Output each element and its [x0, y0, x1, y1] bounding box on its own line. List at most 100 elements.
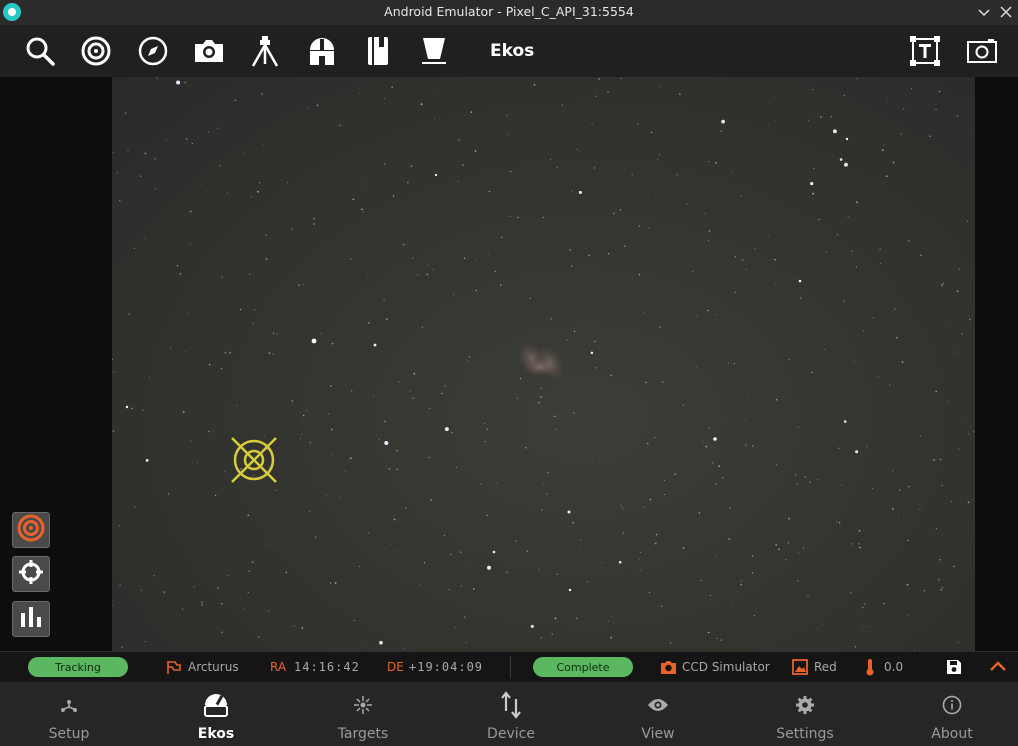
center-crosshair-button[interactable]: [12, 556, 50, 592]
focus-target-button[interactable]: [12, 512, 50, 548]
star: [362, 183, 364, 185]
star: [942, 282, 944, 285]
nav-item-view[interactable]: View: [585, 682, 731, 746]
target-icon[interactable]: [78, 33, 114, 69]
star: [854, 646, 857, 648]
device-arrows-icon: [438, 691, 584, 719]
star: [383, 299, 385, 301]
star: [686, 203, 688, 205]
compass-icon[interactable]: [135, 33, 171, 69]
star: [530, 624, 534, 628]
star: [720, 639, 723, 641]
star: [751, 572, 754, 574]
star: [775, 119, 777, 121]
star: [797, 426, 799, 428]
star: [881, 149, 884, 152]
star: [914, 650, 916, 651]
star: [572, 521, 575, 524]
search-icon[interactable]: [22, 33, 58, 69]
star: [191, 142, 193, 145]
star: [178, 391, 180, 393]
nav-item-settings[interactable]: Settings: [732, 682, 878, 746]
star: [329, 582, 332, 584]
save-icon[interactable]: [945, 658, 963, 679]
star: [124, 112, 127, 114]
star: [655, 533, 658, 536]
close-window-icon[interactable]: [997, 2, 1015, 22]
star: [810, 181, 814, 186]
star: [956, 115, 959, 117]
star: [463, 257, 466, 259]
flat-panel-icon[interactable]: [416, 33, 452, 69]
star: [774, 283, 776, 285]
star: [891, 508, 894, 510]
nav-item-about[interactable]: About: [879, 682, 1018, 746]
bright-star: [568, 588, 572, 592]
star: [515, 540, 517, 542]
star: [711, 461, 714, 464]
star: [331, 453, 333, 455]
screenshot-icon[interactable]: [964, 33, 1000, 69]
bright-star: [798, 279, 802, 283]
star: [796, 579, 799, 582]
star: [682, 404, 684, 406]
star: [351, 390, 353, 392]
star: [923, 589, 926, 592]
star: [291, 400, 294, 402]
book-icon[interactable]: [360, 33, 396, 69]
star: [144, 237, 147, 239]
star: [344, 470, 347, 472]
star: [190, 243, 192, 245]
star: [572, 411, 575, 414]
star: [794, 473, 797, 476]
star: [704, 213, 706, 215]
star: [716, 314, 718, 316]
expand-chevron-up-icon[interactable]: [989, 659, 1007, 676]
guide-crosshair[interactable]: [231, 437, 277, 483]
observatory-icon[interactable]: [304, 33, 340, 69]
star: [144, 152, 147, 155]
star: [376, 435, 378, 436]
star: [727, 362, 729, 364]
star: [800, 297, 802, 299]
minimize-chevron-icon[interactable]: [975, 2, 993, 22]
star: [836, 233, 838, 235]
camera-name: CCD Simulator: [682, 660, 770, 674]
nav-item-device[interactable]: Device: [438, 682, 584, 746]
star: [716, 638, 718, 639]
nav-item-targets[interactable]: Targets: [290, 682, 436, 746]
star: [715, 162, 717, 164]
star: [728, 538, 731, 540]
bullseye-icon: [17, 514, 45, 546]
histogram-button[interactable]: [12, 601, 50, 637]
nav-item-setup[interactable]: Setup: [0, 682, 142, 746]
nav-item-ekos[interactable]: Ekos: [143, 682, 289, 746]
star: [533, 84, 536, 86]
star: [462, 164, 464, 167]
star: [445, 360, 447, 362]
star: [334, 582, 337, 584]
tripod-icon[interactable]: [247, 33, 283, 69]
star: [807, 119, 810, 121]
nav-label-device: Device: [487, 726, 535, 742]
star: [843, 420, 847, 423]
star: [428, 456, 430, 459]
camera-icon[interactable]: [191, 33, 227, 69]
star: [285, 571, 288, 574]
star: [368, 322, 370, 324]
star: [901, 361, 904, 363]
star: [969, 318, 971, 321]
star: [892, 470, 894, 472]
star: [839, 158, 843, 161]
nav-label-setup: Setup: [48, 726, 90, 742]
fits-image-view[interactable]: [112, 77, 975, 651]
star: [330, 385, 332, 387]
star: [320, 332, 322, 334]
star: [313, 223, 315, 225]
text-overlay-icon[interactable]: [907, 33, 943, 69]
setup-icon: [0, 692, 142, 718]
star: [542, 482, 544, 484]
star: [658, 154, 661, 156]
star: [622, 532, 624, 534]
star: [263, 436, 265, 438]
